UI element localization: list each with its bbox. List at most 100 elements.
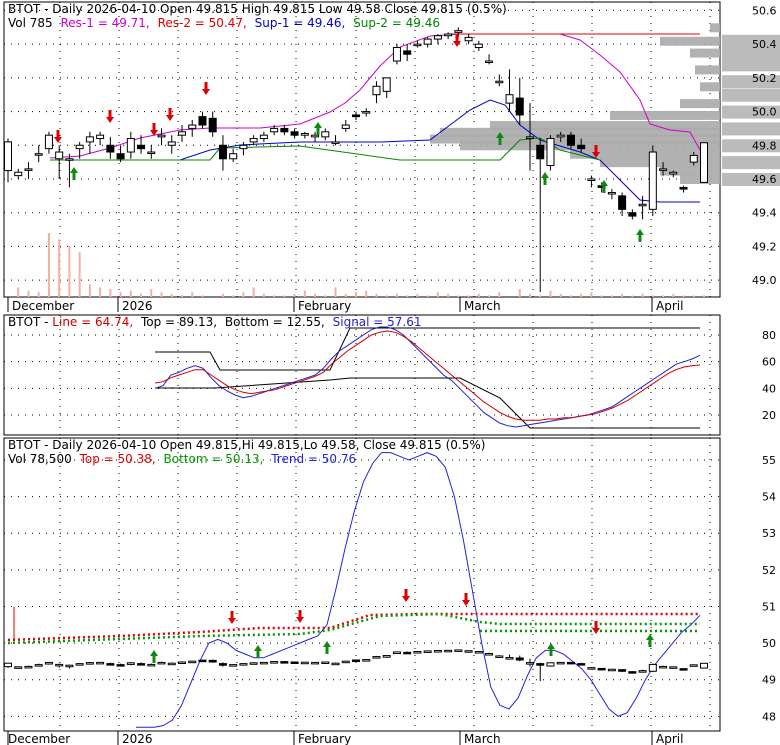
candle-body-67 <box>689 154 698 163</box>
volume-bar-25 <box>262 293 265 297</box>
p1-down-arrow-6 <box>592 145 600 158</box>
p3-candle-body-33 <box>341 660 350 664</box>
p3-candle-body-0 <box>4 662 12 668</box>
volume-bar-30 <box>314 293 317 297</box>
right-profile-0 <box>722 34 780 48</box>
candle-body-11 <box>116 153 125 160</box>
volume-bar-26 <box>273 295 276 297</box>
volume-bar-4 <box>47 233 50 297</box>
volume-bar-13 <box>140 293 143 297</box>
candle-body-7 <box>75 144 84 150</box>
volume-bar-39 <box>406 295 409 297</box>
volume-bar-48 <box>498 292 501 297</box>
p3-ytick-0: 55 <box>762 454 776 467</box>
volume-bar-28 <box>293 293 296 297</box>
right-profile-8 <box>722 156 780 170</box>
svg-text:Vol 78,500 Top = 50.38,: Vol 78,500 Top = 50.38, Bottom = 50.13, … <box>8 452 356 466</box>
volume-profile-bar-3 <box>695 65 720 75</box>
oscillator-panel <box>3 314 721 436</box>
p3-candle-body-21 <box>218 663 227 666</box>
p1-down-arrow-2 <box>150 123 158 136</box>
volume-bar-47 <box>488 295 491 297</box>
p2-top-band <box>155 327 700 371</box>
p3-candle-body-5 <box>55 663 64 667</box>
volume-bar-32 <box>334 287 337 297</box>
volume-bar-40 <box>416 293 419 297</box>
p2-ytick-3: 20 <box>762 409 776 422</box>
p3-candle-body-45 <box>464 650 473 653</box>
p1-down-arrow-4 <box>202 82 210 95</box>
volume-profile-bar-11 <box>570 149 720 159</box>
volume-bar-24 <box>252 287 255 297</box>
p2-series-signal <box>154 330 701 421</box>
volume-bar-61 <box>631 295 634 297</box>
candle-body-61 <box>628 212 637 217</box>
candle-body-47 <box>485 60 494 63</box>
p3-candle-body-43 <box>444 649 453 653</box>
x-label-bottom-1: 2026 <box>122 732 153 745</box>
p1-up-arrow-5 <box>636 229 644 242</box>
x-label-bottom-3: March <box>464 732 501 745</box>
candle-body-38 <box>392 47 401 62</box>
volume-bar-38 <box>395 293 398 297</box>
p3-candle-body-48 <box>495 655 504 658</box>
volume-bar-46 <box>477 293 480 297</box>
p3-candle-body-39 <box>403 651 412 655</box>
x-label-top-1: 2026 <box>122 299 153 313</box>
p1-ytick-8: 49.0 <box>752 274 777 287</box>
volume-bar-15 <box>160 292 163 297</box>
candle-body-22 <box>229 153 238 160</box>
p1-up-arrow-1 <box>314 122 322 135</box>
p1-down-arrow-5 <box>453 34 461 47</box>
candle-body-25 <box>259 134 268 140</box>
volume-bar-51 <box>529 293 531 297</box>
candle-body-64 <box>659 168 668 171</box>
volume-bar-14 <box>150 289 153 297</box>
volume-bar-62 <box>641 293 644 297</box>
p3-ytick-1: 54 <box>762 491 776 504</box>
p3-candle-body-65 <box>669 666 678 669</box>
p3-candle-body-34 <box>352 659 360 662</box>
candle-body-4 <box>44 134 53 150</box>
candle-body-57 <box>587 178 596 181</box>
p1-up-arrow-3 <box>541 172 549 185</box>
candle-body-14 <box>147 151 156 155</box>
p1-ytick-3: 50.0 <box>752 106 777 119</box>
p1-up-arrow-4 <box>600 180 608 193</box>
p3-candle-body-57 <box>587 667 596 670</box>
panel3-vol-label: Vol 78,500 <box>8 452 72 466</box>
p2-ytick-0: 80 <box>762 329 776 342</box>
candle-body-15 <box>157 134 166 138</box>
x-label-bottom-4: April <box>656 732 683 745</box>
p3-candle-body-63 <box>648 663 657 672</box>
candle-body-52 <box>536 144 545 160</box>
svg-text:BTOT - Daily 2026-04-10 Open 4: BTOT - Daily 2026-04-10 Open 49.815,Hi 4… <box>8 438 485 452</box>
candle-body-26 <box>270 127 279 133</box>
p3-candle-body-15 <box>157 661 166 665</box>
candle-body-60 <box>618 195 627 210</box>
p3-up-arrow-3 <box>547 643 555 656</box>
candle-body-1 <box>14 171 23 177</box>
trend-panel <box>3 437 721 732</box>
candle-body-19 <box>198 116 207 126</box>
p3-candle-body-13 <box>137 663 146 666</box>
candle-body-66 <box>679 186 688 190</box>
right-profile-6 <box>722 122 780 136</box>
p3-candle-body-66 <box>679 668 688 671</box>
p3-candle-body-62 <box>638 670 647 673</box>
p3-candle-body-53 <box>546 662 555 667</box>
panel3-title: BTOT - Daily 2026-04-10 Open 49.815,Hi 4… <box>8 438 485 452</box>
volume-bar-12 <box>129 290 132 297</box>
right-profile-4 <box>722 88 780 102</box>
volume-bar-36 <box>375 293 378 297</box>
p3-candle-body-68 <box>700 662 708 669</box>
volume-bar-7 <box>78 252 81 297</box>
candle-body-17 <box>178 131 186 136</box>
candle-body-0 <box>4 141 12 172</box>
panel1-title: BTOT - Daily 2026-04-10 Open 49.815 High… <box>8 2 507 16</box>
p3-candle-body-56 <box>577 663 586 666</box>
volume-bar-41 <box>426 295 429 297</box>
candle-body-42 <box>433 35 442 40</box>
volume-bar-11 <box>119 292 122 297</box>
right-profile-7 <box>722 139 780 153</box>
